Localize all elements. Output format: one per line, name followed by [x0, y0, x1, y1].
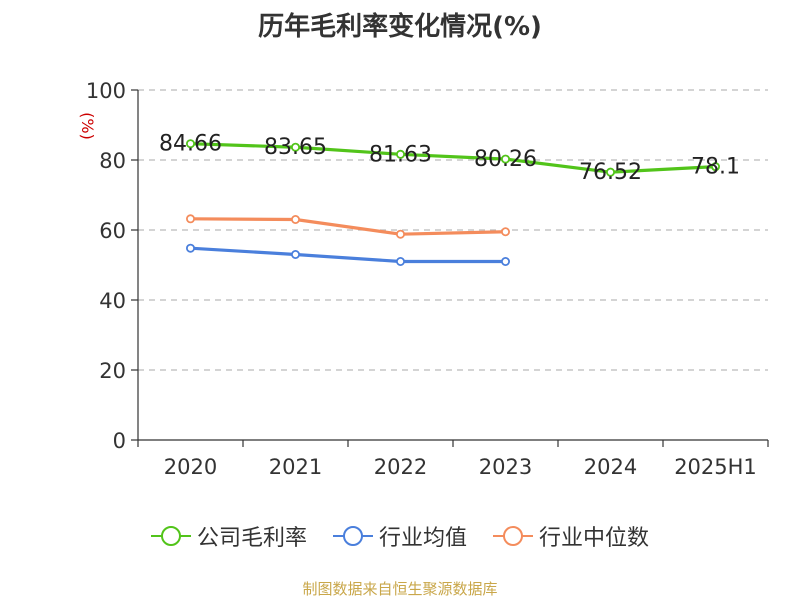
series-line — [190, 246, 506, 264]
x-tick-label: 2025H1 — [674, 455, 757, 479]
legend-label: 公司毛利率 — [196, 526, 307, 551]
series-line — [190, 217, 506, 236]
data-label: 84.66 — [159, 132, 222, 157]
data-point — [395, 256, 405, 266]
data-point — [395, 149, 405, 159]
chart-legend: 公司毛利率 行业均值 行业中位数 — [0, 520, 800, 552]
data-point — [290, 249, 300, 259]
y-tick-label: 40 — [99, 289, 126, 313]
data-point — [185, 243, 195, 253]
legend-line-circle-icon — [150, 526, 191, 546]
x-tick-label: 2020 — [164, 455, 217, 479]
data-point — [395, 229, 405, 239]
y-tick-label: 0 — [113, 429, 126, 453]
series-line — [190, 142, 716, 174]
x-tick-label: 2024 — [584, 455, 637, 479]
data-point — [500, 256, 510, 266]
data-source-note: 制图数据来自恒生聚源数据库 — [302, 580, 498, 598]
data-point — [711, 162, 721, 172]
data-point — [290, 214, 300, 224]
x-tick-label: 2023 — [479, 455, 532, 479]
chart-title: 历年毛利率变化情况(%) — [258, 12, 542, 42]
legend-label: 行业均值 — [378, 526, 467, 551]
legend-label: 行业中位数 — [539, 526, 650, 551]
legend-line-circle-icon — [332, 526, 373, 546]
y-tick-label: 80 — [99, 149, 126, 173]
x-tick-label: 2022 — [374, 455, 427, 479]
data-point — [500, 227, 510, 237]
data-point — [185, 214, 195, 224]
data-label: 80.26 — [474, 147, 537, 172]
data-label: 76.52 — [579, 160, 642, 185]
y-tick-label: 100 — [86, 79, 126, 103]
data-point — [290, 142, 300, 152]
legend-item-company[interactable]: 公司毛利率 — [150, 520, 307, 552]
data-point — [606, 167, 616, 177]
y-tick-label: 60 — [99, 219, 126, 243]
legend-item-industry-average[interactable]: 行业均值 — [332, 520, 467, 552]
data-point — [185, 139, 195, 149]
data-label: 83.65 — [264, 135, 327, 160]
y-tick-label: 20 — [99, 359, 126, 383]
x-tick-label: 2021 — [269, 455, 322, 479]
legend-item-industry-median[interactable]: 行业中位数 — [493, 520, 649, 552]
y-axis-label: (%) — [78, 112, 97, 140]
data-label: 78.1 — [691, 155, 740, 180]
data-label: 81.63 — [369, 142, 432, 167]
data-point — [500, 154, 510, 164]
legend-line-circle-icon — [493, 526, 533, 546]
